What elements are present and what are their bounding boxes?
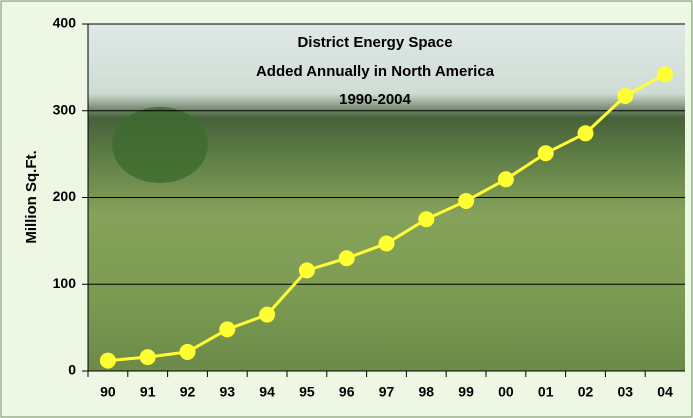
data-point <box>259 306 276 323</box>
x-tick-label: 99 <box>458 384 474 400</box>
x-tick-label: 95 <box>299 384 315 400</box>
x-tick-label: 96 <box>339 384 355 400</box>
x-tick-label: 93 <box>220 384 236 400</box>
data-point <box>458 192 475 209</box>
chart-title: 1990-2004 <box>339 91 411 108</box>
y-tick-label: 200 <box>53 188 77 204</box>
x-tick-label: 98 <box>419 384 435 400</box>
x-tick-label: 01 <box>538 384 554 400</box>
data-point <box>99 352 116 369</box>
data-point <box>657 66 674 83</box>
y-tick-label: 300 <box>53 101 77 117</box>
data-point <box>497 171 514 188</box>
data-point <box>537 145 554 162</box>
y-tick-label: 0 <box>68 362 76 378</box>
x-tick-label: 92 <box>180 384 196 400</box>
data-point <box>378 235 395 252</box>
data-point <box>418 211 435 228</box>
x-tick-label: 90 <box>100 384 116 400</box>
data-point <box>179 343 196 360</box>
photo-tree <box>112 107 208 183</box>
chart-title: District Energy Space <box>297 34 452 51</box>
data-point <box>577 125 594 142</box>
y-axis-label: Million Sq.Ft. <box>23 150 40 243</box>
x-tick-label: 91 <box>140 384 156 400</box>
x-tick-label: 94 <box>259 384 275 400</box>
x-tick-label: 03 <box>618 384 634 400</box>
data-point <box>219 321 236 338</box>
y-tick-label: 100 <box>53 275 77 291</box>
data-point <box>139 349 156 366</box>
y-tick-label: 400 <box>53 15 77 31</box>
data-point <box>338 250 355 267</box>
x-tick-label: 00 <box>498 384 514 400</box>
x-tick-label: 02 <box>578 384 594 400</box>
data-point <box>617 88 634 105</box>
x-tick-label: 97 <box>379 384 395 400</box>
chart-title: Added Annually in North America <box>256 63 495 80</box>
data-point <box>298 262 315 279</box>
x-tick-label: 04 <box>657 384 673 400</box>
